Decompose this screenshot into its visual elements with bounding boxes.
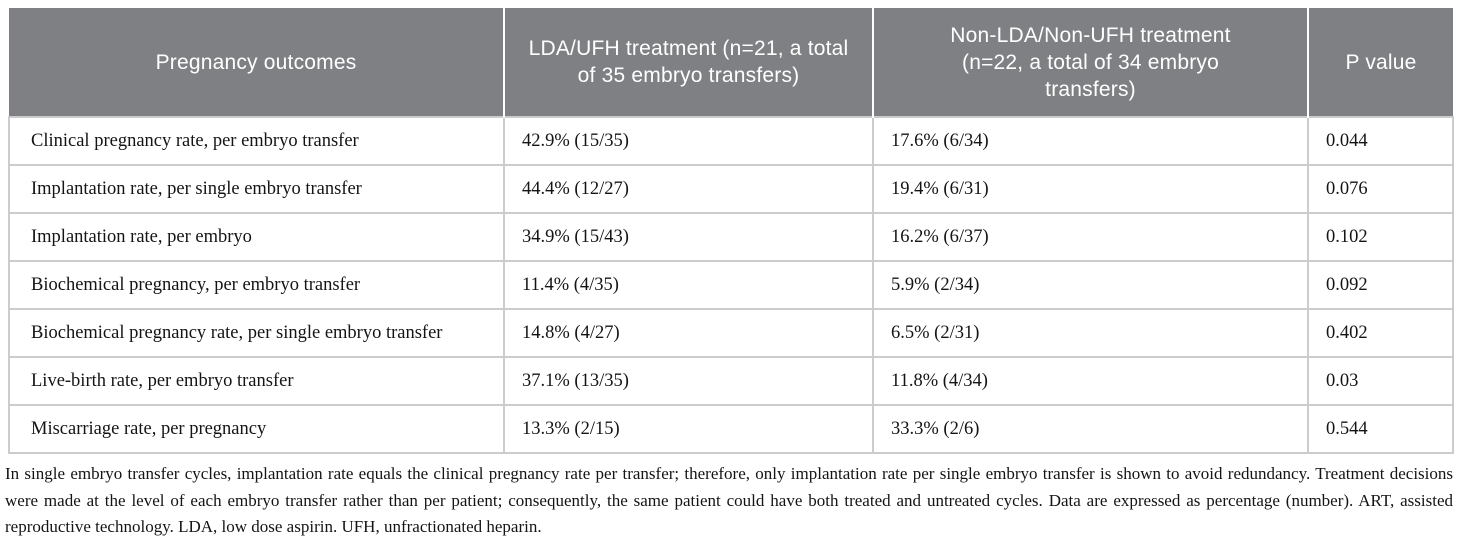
table-row: Clinical pregnancy rate, per embryo tran…: [8, 116, 1454, 166]
column-header-label: Pregnancy outcomes: [155, 50, 357, 74]
cell-p-value: 0.544: [1307, 404, 1454, 454]
cell-lda-value: 44.4% (12/27): [503, 164, 874, 214]
table-row: Miscarriage rate, per pregnancy 13.3% (2…: [8, 404, 1454, 454]
cell-non-lda-value: 11.8% (4/34): [872, 356, 1309, 406]
table-row: Biochemical pregnancy rate, per single e…: [8, 308, 1454, 358]
cell-non-lda-value: 19.4% (6/31): [872, 164, 1309, 214]
cell-outcome: Biochemical pregnancy, per embryo transf…: [8, 260, 505, 310]
cell-outcome: Miscarriage rate, per pregnancy: [8, 404, 505, 454]
cell-outcome: Implantation rate, per embryo: [8, 212, 505, 262]
cell-lda-value: 42.9% (15/35): [503, 116, 874, 166]
cell-lda-value: 13.3% (2/15): [503, 404, 874, 454]
column-header-non-lda-non-ufh-treatment: Non-LDA/Non-UFH treatment (n=22, a total…: [872, 8, 1308, 117]
cell-non-lda-value: 17.6% (6/34): [872, 116, 1309, 166]
cell-p-value: 0.044: [1307, 116, 1454, 166]
column-header-pregnancy-outcomes: Pregnancy outcomes: [9, 8, 504, 117]
cell-outcome: Live-birth rate, per embryo transfer: [8, 356, 505, 406]
table-body: Clinical pregnancy rate, per embryo tran…: [8, 116, 1454, 454]
cell-non-lda-value: 33.3% (2/6): [872, 404, 1309, 454]
table-header: Pregnancy outcomes LDA/UFH treatment (n=…: [9, 8, 1453, 117]
cell-outcome: Clinical pregnancy rate, per embryo tran…: [8, 116, 505, 166]
cell-lda-value: 11.4% (4/35): [503, 260, 874, 310]
column-header-p-value: P value: [1307, 8, 1453, 117]
pregnancy-outcomes-table: Pregnancy outcomes LDA/UFH treatment (n=…: [8, 8, 1454, 454]
cell-p-value: 0.03: [1307, 356, 1454, 406]
cell-non-lda-value: 6.5% (2/31): [872, 308, 1309, 358]
cell-non-lda-value: 16.2% (6/37): [872, 212, 1309, 262]
table-footnote: In single embryo transfer cycles, implan…: [5, 464, 1453, 536]
cell-lda-value: 37.1% (13/35): [503, 356, 874, 406]
cell-lda-value: 14.8% (4/27): [503, 308, 874, 358]
cell-p-value: 0.092: [1307, 260, 1454, 310]
table-row: Implantation rate, per single embryo tra…: [8, 164, 1454, 214]
cell-outcome: Biochemical pregnancy rate, per single e…: [8, 308, 505, 358]
cell-lda-value: 34.9% (15/43): [503, 212, 874, 262]
header-row: Pregnancy outcomes LDA/UFH treatment (n=…: [9, 8, 1453, 117]
cell-p-value: 0.102: [1307, 212, 1454, 262]
table-row: Live-birth rate, per embryo transfer 37.…: [8, 356, 1454, 406]
column-header-label: LDA/UFH treatment (n=21, a total of 35 e…: [528, 37, 849, 87]
cell-p-value: 0.076: [1307, 164, 1454, 214]
table-row: Implantation rate, per embryo 34.9% (15/…: [8, 212, 1454, 262]
cell-p-value: 0.402: [1307, 308, 1454, 358]
cell-non-lda-value: 5.9% (2/34): [872, 260, 1309, 310]
column-header-lda-ufh-treatment: LDA/UFH treatment (n=21, a total of 35 e…: [503, 8, 873, 117]
cell-outcome: Implantation rate, per single embryo tra…: [8, 164, 505, 214]
column-header-label: P value: [1345, 50, 1417, 74]
table-row: Biochemical pregnancy, per embryo transf…: [8, 260, 1454, 310]
column-header-label: Non-LDA/Non-UFH treatment (n=22, a total…: [950, 23, 1231, 101]
